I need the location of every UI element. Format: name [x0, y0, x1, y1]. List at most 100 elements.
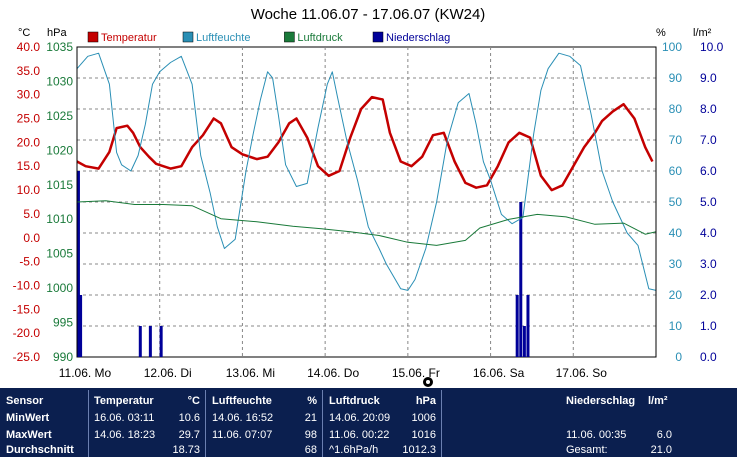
temp-tick-label: -15.0 — [13, 302, 41, 316]
chart-axes: 40.0 35.0 30.0 25.0 20.0 15.0 10.0 5.0 0.0 -5.0 -1… — [13, 40, 724, 364]
row-maxwert: MaxWert — [6, 429, 52, 441]
divider — [88, 390, 89, 457]
legend-label: Luftfeuchte — [196, 32, 250, 44]
rain-bar — [79, 295, 83, 357]
pressure-line — [76, 200, 657, 246]
x-tick-label: 15.06. Fr — [392, 366, 440, 380]
temp-tick-label: 5.0 — [23, 207, 40, 221]
row-durchschnitt: Durchschnitt — [6, 444, 74, 456]
rain-tick-label: 9.0 — [700, 71, 717, 85]
chart-legend: Temperatur Luftfeuchte Luftdruck Niederschl… — [87, 31, 450, 44]
temp-unit-label: °C — [18, 27, 30, 39]
temp-tick-label: -20.0 — [13, 326, 41, 340]
divider — [322, 390, 323, 457]
humidity-tick-label: 40 — [669, 226, 683, 240]
rain-max-value: 6.0 — [656, 429, 672, 441]
humidity-tick-label: 90 — [669, 71, 683, 85]
temperature-line — [76, 95, 654, 192]
pressure-tick-label: 1015 — [46, 178, 73, 192]
humidity-tick-label: 20 — [669, 288, 683, 302]
divider — [205, 390, 206, 457]
pressure-max-value: 1016 — [411, 429, 436, 441]
temp-min-time: 16.06. 03:11 — [94, 412, 155, 424]
humidity-tick-label: 10 — [669, 319, 683, 333]
chart-grid — [77, 47, 657, 357]
humidity-max-time: 11.06. 07:07 — [212, 429, 273, 441]
humidity-tick-label: 0 — [675, 350, 682, 364]
rain-total-value: 21.0 — [650, 444, 672, 456]
temp-tick-label: -25.0 — [13, 350, 41, 364]
humidity-tick-label: 70 — [669, 133, 683, 147]
temp-tick-label: 0.0 — [23, 231, 40, 245]
pressure-tick-label: 1030 — [46, 74, 73, 88]
x-tick-label: 14.06. Do — [307, 366, 359, 380]
temp-min-value: 10.6 — [178, 412, 200, 424]
pressure-unit-label: hPa — [47, 27, 67, 39]
rain-bar — [138, 326, 142, 357]
rain-tick-label: 7.0 — [700, 133, 717, 147]
rain-bars — [76, 171, 530, 357]
humidity-avg-value: 68 — [304, 444, 317, 456]
rain-bar — [515, 295, 519, 357]
pressure-header: Luftdruck — [329, 395, 380, 407]
rain-max-time: 11.06. 00:35 — [566, 429, 627, 441]
stats-panel: Sensor MinWert MaxWert Durchschnitt Temp… — [0, 388, 737, 457]
pressure-tick-label: 1000 — [46, 281, 73, 295]
humidity-unit: % — [307, 395, 317, 407]
rain-unit: l/m² — [648, 395, 668, 407]
rain-bar — [76, 171, 80, 357]
humidity-min-time: 14.06. 16:52 — [212, 412, 274, 424]
humidity-tick-label: 100 — [662, 40, 682, 54]
pressure-unit: hPa — [415, 395, 436, 407]
pressure-tick-label: 1005 — [46, 247, 73, 261]
rain-tick-label: 6.0 — [700, 164, 717, 178]
rain-bar — [522, 326, 526, 357]
pressure-tick-label: 995 — [53, 316, 73, 330]
temp-avg-value: 18.73 — [172, 444, 200, 456]
humidity-line — [76, 52, 657, 291]
pressure-tick-label: 990 — [53, 350, 73, 364]
rain-tick-label: 5.0 — [700, 195, 717, 209]
humidity-tick-label: 30 — [669, 257, 683, 271]
temp-max-value: 29.7 — [178, 429, 200, 441]
rain-bar — [159, 326, 163, 357]
temp-max-time: 14.06. 18:23 — [94, 429, 156, 441]
temp-tick-label: 10.0 — [17, 183, 41, 197]
legend-label: Temperatur — [101, 32, 157, 44]
humidity-tick-label: 60 — [669, 164, 683, 178]
humidity-min-value: 21 — [304, 412, 317, 424]
temp-unit: °C — [187, 395, 200, 407]
pressure-avg-value: 1012.3 — [402, 444, 436, 456]
pressure-trend: ^1.6hPa/h — [329, 444, 379, 456]
sensor-header: Sensor — [6, 395, 44, 407]
temp-tick-label: 40.0 — [17, 40, 41, 54]
pressure-max-time: 11.06. 00:22 — [329, 429, 390, 441]
humidity-tick-label: 80 — [669, 102, 683, 116]
x-axis-labels: 11.06. Mo 12.06. Di 13.06. Mi 14.06. Do 15.0… — [59, 366, 608, 380]
legend-label: Niederschlag — [386, 32, 450, 44]
temp-tick-label: 20.0 — [17, 135, 41, 149]
pressure-tick-label: 1035 — [46, 40, 73, 54]
weather-chart: Woche 11.06.07 - 17.06.07 (KW24) °C hPa … — [13, 6, 724, 387]
pressure-min-value: 1006 — [411, 412, 436, 424]
legend-label: Luftdruck — [297, 32, 343, 44]
legend-swatch — [182, 31, 194, 43]
humidity-max-value: 98 — [304, 429, 317, 441]
rain-tick-label: 2.0 — [700, 288, 717, 302]
chart-lines — [76, 52, 657, 291]
temp-tick-label: 15.0 — [17, 159, 41, 173]
pressure-tick-label: 1020 — [46, 143, 73, 157]
temp-tick-label: -10.0 — [13, 278, 41, 292]
x-tick-label: 12.06. Di — [144, 366, 192, 380]
temp-tick-label: -5.0 — [19, 255, 40, 269]
rain-unit-label: l/m² — [693, 27, 712, 39]
x-tick-label: 16.06. Sa — [473, 366, 525, 380]
chart-title: Woche 11.06.07 - 17.06.07 (KW24) — [251, 6, 486, 23]
divider — [441, 390, 442, 457]
pressure-tick-label: 1025 — [46, 109, 73, 123]
temp-tick-label: 30.0 — [17, 88, 41, 102]
rain-tick-label: 3.0 — [700, 257, 717, 271]
legend-swatch — [284, 31, 295, 43]
rain-total-label: Gesamt: — [566, 444, 608, 456]
legend-swatch — [87, 31, 99, 43]
